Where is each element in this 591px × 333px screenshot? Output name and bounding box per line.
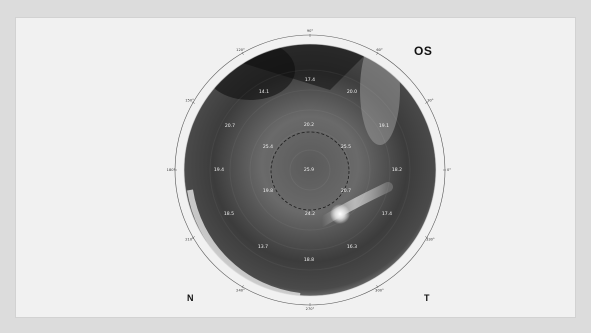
angle-label: 270° — [306, 307, 315, 311]
value-bottom-center: 18.8 — [304, 257, 314, 263]
angle-tick — [241, 285, 244, 288]
value-top-left: 14.1 — [259, 89, 269, 95]
eye-label: OS — [414, 44, 433, 58]
angle-label: 0° — [447, 168, 451, 172]
temporal-label: T — [424, 293, 430, 303]
thickness-values: 17.4 14.1 20.0 20.7 20.2 19.1 25.4 25.5 19.4 25.9… — [214, 77, 402, 263]
value-lower-right: 17.4 — [382, 211, 392, 217]
value-bottom-left: 13.7 — [258, 244, 268, 250]
angle-label: 300° — [375, 289, 384, 293]
angle-tick — [425, 236, 428, 239]
angle-label: 330° — [426, 238, 435, 242]
angle-label: 90° — [307, 29, 314, 33]
value-center-upper-right: 25.5 — [341, 144, 351, 150]
angle-tick — [425, 101, 428, 104]
angle-tick — [376, 285, 379, 288]
value-bottom-right: 16.3 — [347, 244, 357, 250]
angle-tick — [376, 52, 379, 55]
angle-label: 150° — [185, 99, 194, 103]
value-upper-right: 19.1 — [379, 123, 389, 129]
value-top-center: 17.4 — [305, 77, 315, 83]
value-center-upper-left: 25.4 — [263, 144, 273, 150]
angle-tick — [192, 101, 195, 104]
value-lower-center: 24.2 — [305, 211, 315, 217]
value-upper-left: 20.7 — [225, 123, 235, 129]
value-lower-left: 18.5 — [224, 211, 234, 217]
value-center: 25.9 — [304, 167, 314, 173]
central-zone-circle — [270, 131, 350, 211]
value-top-right: 20.0 — [347, 89, 357, 95]
angle-label: 60° — [376, 48, 383, 52]
value-mid-right: 18.2 — [392, 167, 402, 173]
angle-label: 240° — [236, 289, 245, 293]
angle-label: 120° — [236, 48, 245, 52]
nasal-label: N — [187, 293, 194, 303]
value-mid-left: 19.4 — [214, 167, 224, 173]
value-upper-center: 20.2 — [304, 122, 314, 128]
angle-label: 30° — [427, 99, 434, 103]
angle-tick — [192, 236, 195, 239]
angle-scale: 90° 120° 150° 180° 210° 240° 270° 300° 330° 0° 30°… — [167, 29, 452, 311]
angle-label: 210° — [185, 238, 194, 242]
angle-tick — [241, 52, 244, 55]
angle-label: 180° — [167, 168, 176, 172]
value-center-lower-right: 20.7 — [341, 188, 351, 194]
value-center-lower-left: 19.8 — [263, 188, 273, 194]
scan-disc — [184, 44, 436, 296]
